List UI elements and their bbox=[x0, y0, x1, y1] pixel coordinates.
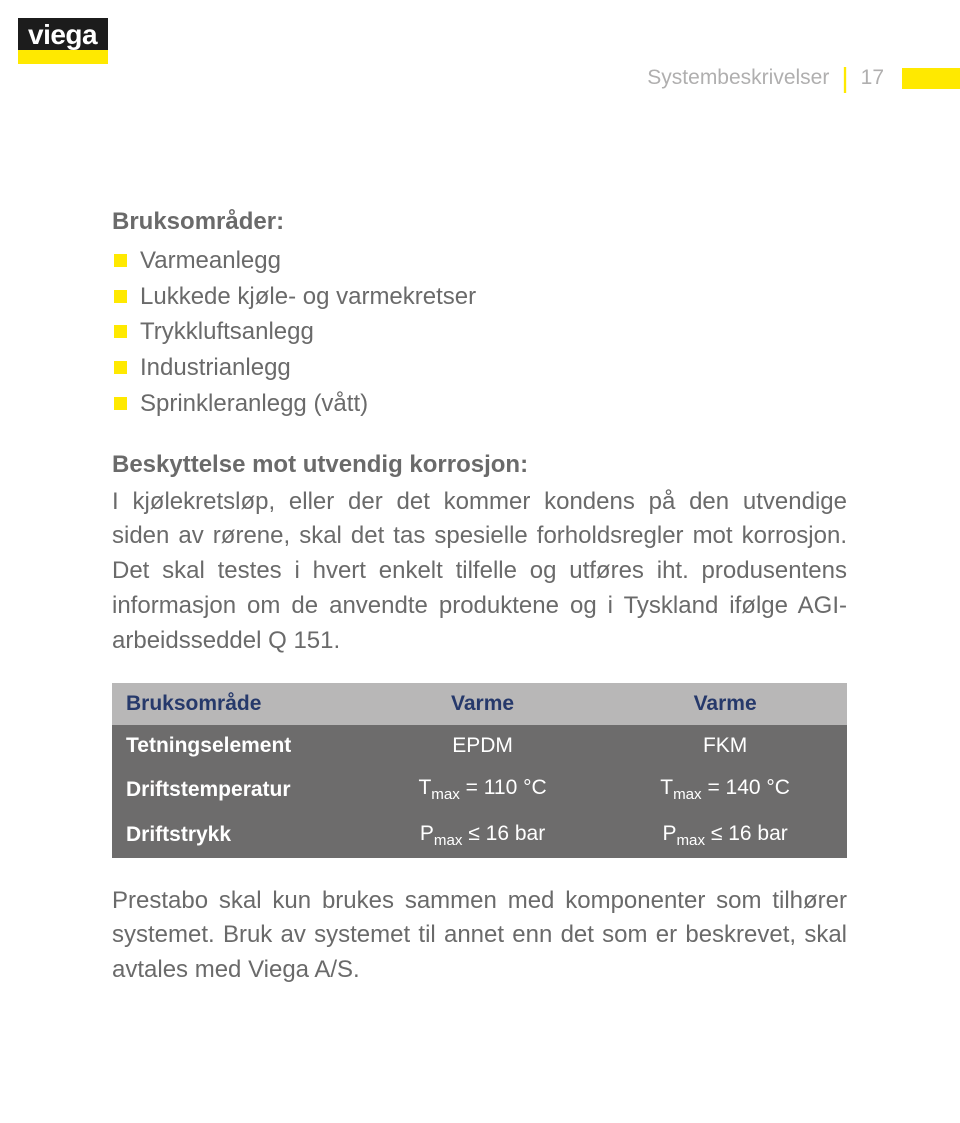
brand-logo: viega bbox=[18, 18, 108, 64]
table-cell: Pmax ≤ 16 bar bbox=[362, 813, 603, 858]
table-row: Driftstemperatur Tmax = 110 °C Tmax = 14… bbox=[112, 767, 847, 812]
table-cell: FKM bbox=[603, 725, 847, 767]
bullet-list: Varmeanlegg Lukkede kjøle- og varmekrets… bbox=[112, 244, 847, 422]
table-cell-label: Driftstrykk bbox=[112, 813, 362, 858]
table-cell-label: Driftstemperatur bbox=[112, 767, 362, 812]
table-header-cell: Varme bbox=[603, 683, 847, 725]
section-title: Bruksområder: bbox=[112, 205, 847, 240]
table-header-cell: Varme bbox=[362, 683, 603, 725]
paragraph-body: I kjølekretsløp, eller der det kommer ko… bbox=[112, 485, 847, 659]
table-header-cell: Bruksområde bbox=[112, 683, 362, 725]
spec-table: Bruksområde Varme Varme Tetningselement … bbox=[112, 683, 847, 858]
list-item: Sprinkleranlegg (vått) bbox=[112, 387, 847, 422]
table-cell: Pmax ≤ 16 bar bbox=[603, 813, 847, 858]
list-item: Trykkluftsanlegg bbox=[112, 315, 847, 350]
table-row: Driftstrykk Pmax ≤ 16 bar Pmax ≤ 16 bar bbox=[112, 813, 847, 858]
page: viega Systembeskrivelser | 17 Bruksområd… bbox=[0, 0, 960, 1123]
brand-logo-text: viega bbox=[18, 18, 108, 50]
page-header: Systembeskrivelser | 17 bbox=[647, 62, 960, 94]
table-header-row: Bruksområde Varme Varme bbox=[112, 683, 847, 725]
header-accent-tab bbox=[902, 68, 960, 89]
table-cell: EPDM bbox=[362, 725, 603, 767]
table-cell: Tmax = 140 °C bbox=[603, 767, 847, 812]
header-section-label: Systembeskrivelser bbox=[647, 66, 829, 90]
content-area: Bruksområder: Varmeanlegg Lukkede kjøle-… bbox=[112, 205, 847, 988]
table-cell-label: Tetningselement bbox=[112, 725, 362, 767]
list-item: Industrianlegg bbox=[112, 351, 847, 386]
table-cell: Tmax = 110 °C bbox=[362, 767, 603, 812]
footer-paragraph: Prestabo skal kun brukes sammen med komp… bbox=[112, 884, 847, 988]
header-separator: | bbox=[841, 62, 848, 94]
header-page-number: 17 bbox=[861, 66, 884, 90]
brand-logo-underline bbox=[18, 50, 108, 64]
list-item: Varmeanlegg bbox=[112, 244, 847, 279]
table-row: Tetningselement EPDM FKM bbox=[112, 725, 847, 767]
list-item: Lukkede kjøle- og varmekretser bbox=[112, 280, 847, 315]
paragraph-title: Beskyttelse mot utvendig korrosjon: bbox=[112, 448, 847, 483]
